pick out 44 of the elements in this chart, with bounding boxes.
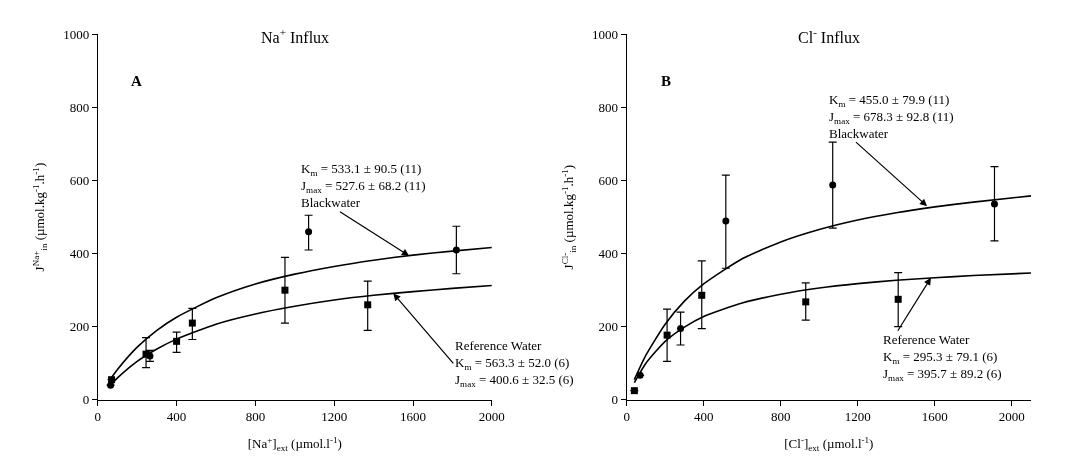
- x-tick-label: 1600: [921, 409, 948, 425]
- x-axis-title: [Cl$^{-}$]$_{ext}$ (µmol.l$^{-1}$): [784, 434, 874, 453]
- y-tick-label: 800: [69, 100, 90, 116]
- chart-title: Na$^{+}$ Influx: [261, 26, 330, 46]
- x-axis-title: [Na$^{+}$]$_{ext}$ (µmol.l$^{-1}$): [247, 434, 342, 453]
- y-tick-label: 400: [69, 246, 90, 262]
- x-tick-label: 2000: [998, 409, 1025, 425]
- annotation: K$_{m}$ = 533.1 ± 90.5 (11) J$_{max}$ = 527.6 ± 68.2 (11) Blackwater: [301, 161, 426, 210]
- annotation: Reference Water K$_{m}$ = 563.3 ± 52.0 (6) J$_{max}$ = 400.6 ± 32.5 (6): [455, 338, 574, 389]
- annotation: Reference Water K$_{m}$ = 295.3 ± 79.1 (6) J$_{max}$ = 395.7 ± 89.2 (6): [883, 332, 1002, 383]
- point: [722, 217, 730, 225]
- point: [364, 301, 372, 309]
- x-tick-label: 1200: [321, 409, 348, 425]
- annotation: K$_{m}$ = 455.0 ± 79.9 (11) J$_{max}$ = 678.3 ± 92.8 (11) Blackwater: [829, 92, 954, 141]
- point: [305, 228, 313, 236]
- point: [698, 291, 706, 299]
- x-tick-label: 0: [623, 409, 630, 425]
- y-tick-label: 600: [598, 173, 619, 189]
- y-tick-label: 200: [598, 319, 619, 335]
- y-tick-label: 1000: [63, 26, 90, 42]
- point: [829, 181, 837, 189]
- point: [188, 319, 196, 327]
- point: [990, 200, 998, 208]
- point: [894, 295, 902, 303]
- x-tick-label: 800: [770, 409, 791, 425]
- x-tick-label: 400: [166, 409, 187, 425]
- y-tick-label: 0: [611, 392, 619, 408]
- x-tick-label: 1600: [400, 409, 427, 425]
- x-tick-label: 2000: [478, 409, 505, 425]
- point: [281, 286, 289, 294]
- y-tick-label: 800: [598, 100, 619, 116]
- annotation: A: [131, 73, 142, 89]
- y-tick-label: 1000: [592, 26, 619, 42]
- x-tick-label: 400: [693, 409, 714, 425]
- y-tick-label: 600: [69, 173, 90, 189]
- x-tick-label: 0: [94, 409, 102, 425]
- y-tick-label: 400: [598, 246, 619, 262]
- chart-title: Cl$^{-}$ Influx: [798, 26, 860, 46]
- y-tick-label: 200: [69, 319, 90, 335]
- y-tick-label: 0: [82, 392, 90, 408]
- x-tick-label: 1200: [844, 409, 871, 425]
- x-tick-label: 800: [245, 409, 266, 425]
- annotation: B: [661, 73, 672, 89]
- point: [802, 298, 810, 306]
